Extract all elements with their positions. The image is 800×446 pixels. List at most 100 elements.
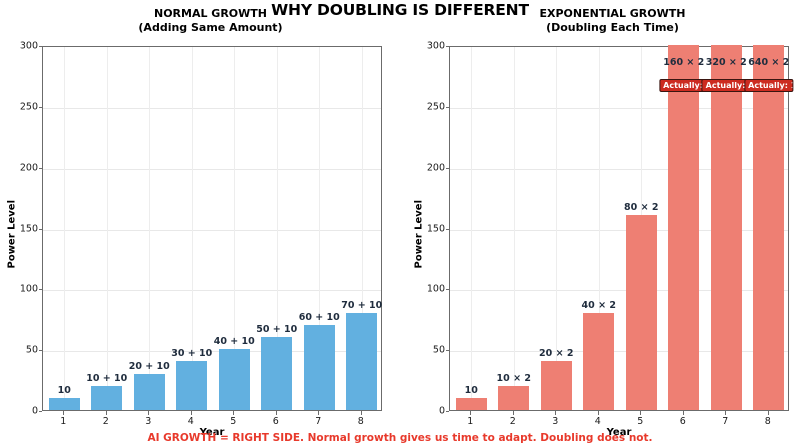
xtick-label: 4 <box>594 416 601 427</box>
ytick-mark <box>38 167 42 169</box>
ytick-label: 100 <box>19 283 38 295</box>
right-panel-title-line1: EXPONENTIAL GROWTH <box>539 7 686 20</box>
bar[interactable] <box>176 361 208 410</box>
bar[interactable] <box>48 397 80 410</box>
gridline-vertical <box>598 47 600 410</box>
gridline <box>450 107 788 109</box>
left-panel-plot-area: 10 10 + 10 20 + 10 30 + 10 40 + 10 50 + 10 60 … <box>42 46 382 411</box>
xtick-mark <box>555 411 557 415</box>
gridline-vertical <box>361 47 363 410</box>
ytick-label: 150 <box>19 223 38 234</box>
left-panel-title-line2: (Adding Same Amount) <box>138 20 283 34</box>
bar[interactable] <box>753 45 785 410</box>
ytick-mark <box>38 289 42 291</box>
bar-value-label: 70 + 10 <box>341 299 383 311</box>
xtick-mark <box>682 411 684 415</box>
gridline <box>450 351 788 353</box>
bar[interactable] <box>218 349 250 410</box>
ytick-mark <box>38 228 42 230</box>
bar[interactable] <box>346 312 378 410</box>
xtick-label: 2 <box>102 416 109 427</box>
overflow-annotation: Actually: 320 <box>659 79 709 92</box>
bar-value-label: 10 <box>57 384 71 396</box>
gridline-vertical <box>513 47 515 410</box>
ytick-mark <box>445 411 449 412</box>
ytick-mark <box>445 106 449 108</box>
bar[interactable] <box>540 361 572 410</box>
gridline <box>450 168 788 170</box>
xtick-label: 2 <box>509 416 516 427</box>
xtick-mark <box>318 411 320 415</box>
xtick-mark <box>725 411 727 415</box>
xtick-label: 5 <box>637 416 644 427</box>
xtick-label: 4 <box>187 416 194 427</box>
left-panel-title-line1: NORMAL GROWTH <box>153 7 268 20</box>
xtick-mark <box>63 411 65 415</box>
left-panel-xlabel: Year <box>199 427 225 438</box>
right-panel-xlabel: Year <box>606 427 632 438</box>
left-panel-title: NORMAL GROWTH (Adding Same Amount) <box>38 7 383 34</box>
gridline <box>43 168 381 170</box>
gridline-vertical <box>471 47 473 410</box>
right-panel-ylabel: Power Level <box>413 199 425 269</box>
xtick-mark <box>640 411 642 415</box>
gridline-vertical <box>234 47 236 410</box>
bar[interactable] <box>303 324 335 410</box>
ytick-mark <box>445 167 449 169</box>
bar[interactable] <box>91 385 123 410</box>
bar-value-label: 60 + 10 <box>298 311 340 323</box>
xtick-mark <box>148 411 150 415</box>
gridline-vertical <box>64 47 66 410</box>
gridline <box>450 229 788 231</box>
xtick-label: 1 <box>60 416 67 427</box>
ytick-label: 0 <box>31 405 38 417</box>
bar[interactable] <box>625 215 657 410</box>
bar-value-label: 20 × 2 <box>539 348 574 360</box>
xtick-mark <box>275 411 277 415</box>
bar-value-label: 40 + 10 <box>213 336 255 348</box>
ytick-label: 200 <box>19 162 38 174</box>
right-panel-plot-area: 10 10 × 2 20 × 2 40 × 2 80 × 2 160 × 2 320 × 2… <box>449 45 794 411</box>
bar-value-label: 640 × 2 <box>748 57 790 68</box>
ytick-label: 50 <box>432 344 445 356</box>
overflow-annotation: Actually: 1280 <box>744 79 794 92</box>
gridline-vertical <box>149 47 151 410</box>
right-panel-title-line2: (Doubling Each Time) <box>546 20 679 34</box>
figure-caption: AI GROWTH = RIGHT SIDE. Normal growth gi… <box>147 432 653 444</box>
ytick-mark <box>445 350 449 352</box>
xtick-label: 3 <box>552 416 559 427</box>
bar[interactable] <box>668 45 700 410</box>
gridline-vertical <box>276 47 278 410</box>
right-panel-title: EXPONENTIAL GROWTH (Doubling Each Time) <box>440 7 785 34</box>
bar-value-label: 80 × 2 <box>624 202 659 214</box>
xtick-mark <box>767 411 769 415</box>
bar[interactable] <box>583 312 615 410</box>
ytick-label: 200 <box>426 162 445 174</box>
ytick-label: 150 <box>426 223 445 234</box>
bar[interactable] <box>498 385 530 410</box>
xtick-label: 3 <box>145 416 152 427</box>
gridline <box>43 107 381 109</box>
bar-value-label: 10 + 10 <box>86 372 128 384</box>
gridline-vertical <box>106 47 108 410</box>
ytick-mark <box>445 289 449 291</box>
bar[interactable] <box>710 45 742 410</box>
ytick-mark <box>38 350 42 352</box>
xtick-mark <box>360 411 362 415</box>
gridline <box>43 229 381 231</box>
bar[interactable] <box>133 373 165 410</box>
xtick-mark <box>512 411 514 415</box>
figure-suptitle: WHY DOUBLING IS DIFFERENT <box>271 1 529 19</box>
bar-value-label: 10 <box>464 384 478 396</box>
ytick-label: 50 <box>25 344 38 356</box>
xtick-label: 7 <box>315 416 322 427</box>
xtick-mark <box>470 411 472 415</box>
gridline-vertical <box>556 47 558 410</box>
bar[interactable] <box>455 397 487 410</box>
bar[interactable] <box>261 337 293 410</box>
ytick-mark <box>445 228 449 230</box>
xtick-mark <box>105 411 107 415</box>
xtick-mark <box>233 411 235 415</box>
bar-value-label: 40 × 2 <box>581 299 616 311</box>
